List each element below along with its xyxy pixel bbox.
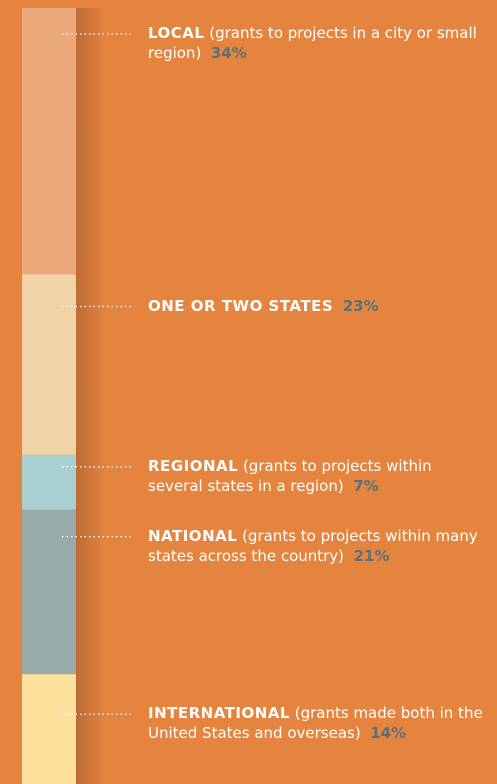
bar-segment [22, 454, 76, 510]
value-label: 34% [210, 44, 247, 62]
segment-label: ONE OR TWO STATES 23% [148, 296, 488, 316]
value-label: 21% [353, 546, 390, 565]
bar-shadow [76, 8, 106, 784]
segment-name: LOCAL [148, 24, 205, 42]
segment-name: ONE OR TWO STATES [148, 296, 334, 315]
segment-label: LOCAL (grants to projects in a city or s… [148, 23, 488, 63]
bar-segment [22, 8, 76, 275]
segment-description: (grants to projects within many states a… [148, 526, 478, 565]
segment-description: (grants to projects in a city or small r… [148, 24, 477, 62]
bar-segment [22, 674, 76, 784]
bar-segment [22, 509, 76, 675]
segment-description: (grants made both in the United States a… [148, 704, 483, 743]
segment-name: NATIONAL [148, 526, 238, 545]
value-label: 7% [353, 476, 379, 495]
value-label: 14% [370, 724, 407, 743]
segment-name: REGIONAL [148, 456, 239, 475]
value-label: 23% [342, 296, 379, 315]
segment-label: REGIONAL (grants to projects within seve… [148, 456, 488, 496]
segment-name: INTERNATIONAL [148, 704, 290, 723]
bar-segment [22, 274, 76, 455]
segment-description: (grants to projects within several state… [148, 456, 432, 495]
segment-label: INTERNATIONAL (grants made both in the U… [148, 703, 488, 743]
segment-label: NATIONAL (grants to projects within many… [148, 526, 488, 566]
